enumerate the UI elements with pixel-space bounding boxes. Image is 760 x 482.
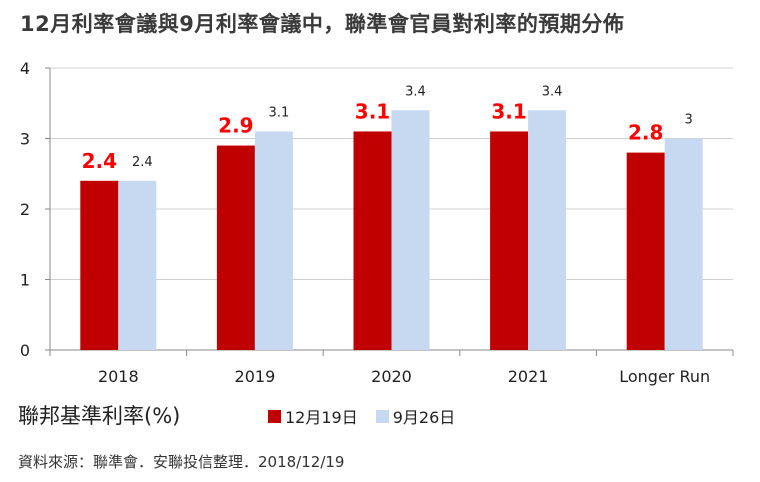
legend: 12月19日 9月26日	[268, 404, 473, 428]
y-tick-label: 0	[20, 341, 30, 360]
data-label-series1: 2.4	[82, 149, 117, 173]
bar-series2	[528, 110, 567, 350]
data-label-series2: 3.4	[405, 84, 426, 99]
y-tick-label: 1	[20, 271, 30, 290]
y-tick-label: 3	[20, 130, 30, 149]
y-tick-label: 4	[20, 59, 30, 78]
y-tick-label: 2	[20, 200, 30, 219]
legend-item-series2: 9月26日	[375, 404, 456, 428]
bar-series2	[118, 180, 157, 350]
data-label-series2: 3.4	[542, 84, 563, 99]
bar-series1	[490, 131, 529, 350]
legend-label-series1: 12月19日	[285, 408, 358, 427]
x-tick-label: 2019	[235, 367, 276, 386]
bar-series2	[254, 131, 293, 350]
source-note: 資料來源：聯準會．安聯投信整理．2018/12/19	[18, 453, 345, 471]
chart-title: 12月利率會議與9月利率會議中，聯準會官員對利率的預期分佈	[20, 12, 625, 36]
x-tick-label: 2020	[371, 367, 412, 386]
legend-label-series2: 9月26日	[392, 408, 456, 427]
data-label-series1: 2.9	[218, 114, 253, 138]
bar-series1	[353, 131, 392, 350]
legend-item-series1: 12月19日	[268, 404, 358, 428]
data-label-series1: 3.1	[355, 99, 390, 123]
bar-series1	[626, 152, 665, 350]
x-tick-label: 2018	[98, 367, 139, 386]
data-label-series1: 3.1	[491, 99, 526, 123]
bar-series1	[216, 145, 255, 350]
y-axis-label: 聯邦基準利率(%)	[18, 404, 181, 428]
bar-series2	[391, 110, 430, 350]
bar-chart: 0 1 2 3 4 2.4 2.4 2018 2.9 3.1 2019 3.1 3.4 2020 3.1 3.…	[20, 59, 734, 386]
data-label-series2: 2.4	[132, 155, 153, 170]
bar-series1	[80, 180, 119, 350]
x-tick-label: Longer Run	[619, 367, 710, 386]
legend-swatch-series1	[268, 409, 281, 423]
legend-swatch-series2	[375, 409, 389, 423]
bar-series2	[664, 138, 703, 350]
data-label-series2: 3	[685, 113, 693, 128]
data-label-series2: 3.1	[269, 105, 290, 120]
x-tick-label: 2021	[508, 367, 549, 386]
data-label-series1: 2.8	[628, 121, 663, 145]
